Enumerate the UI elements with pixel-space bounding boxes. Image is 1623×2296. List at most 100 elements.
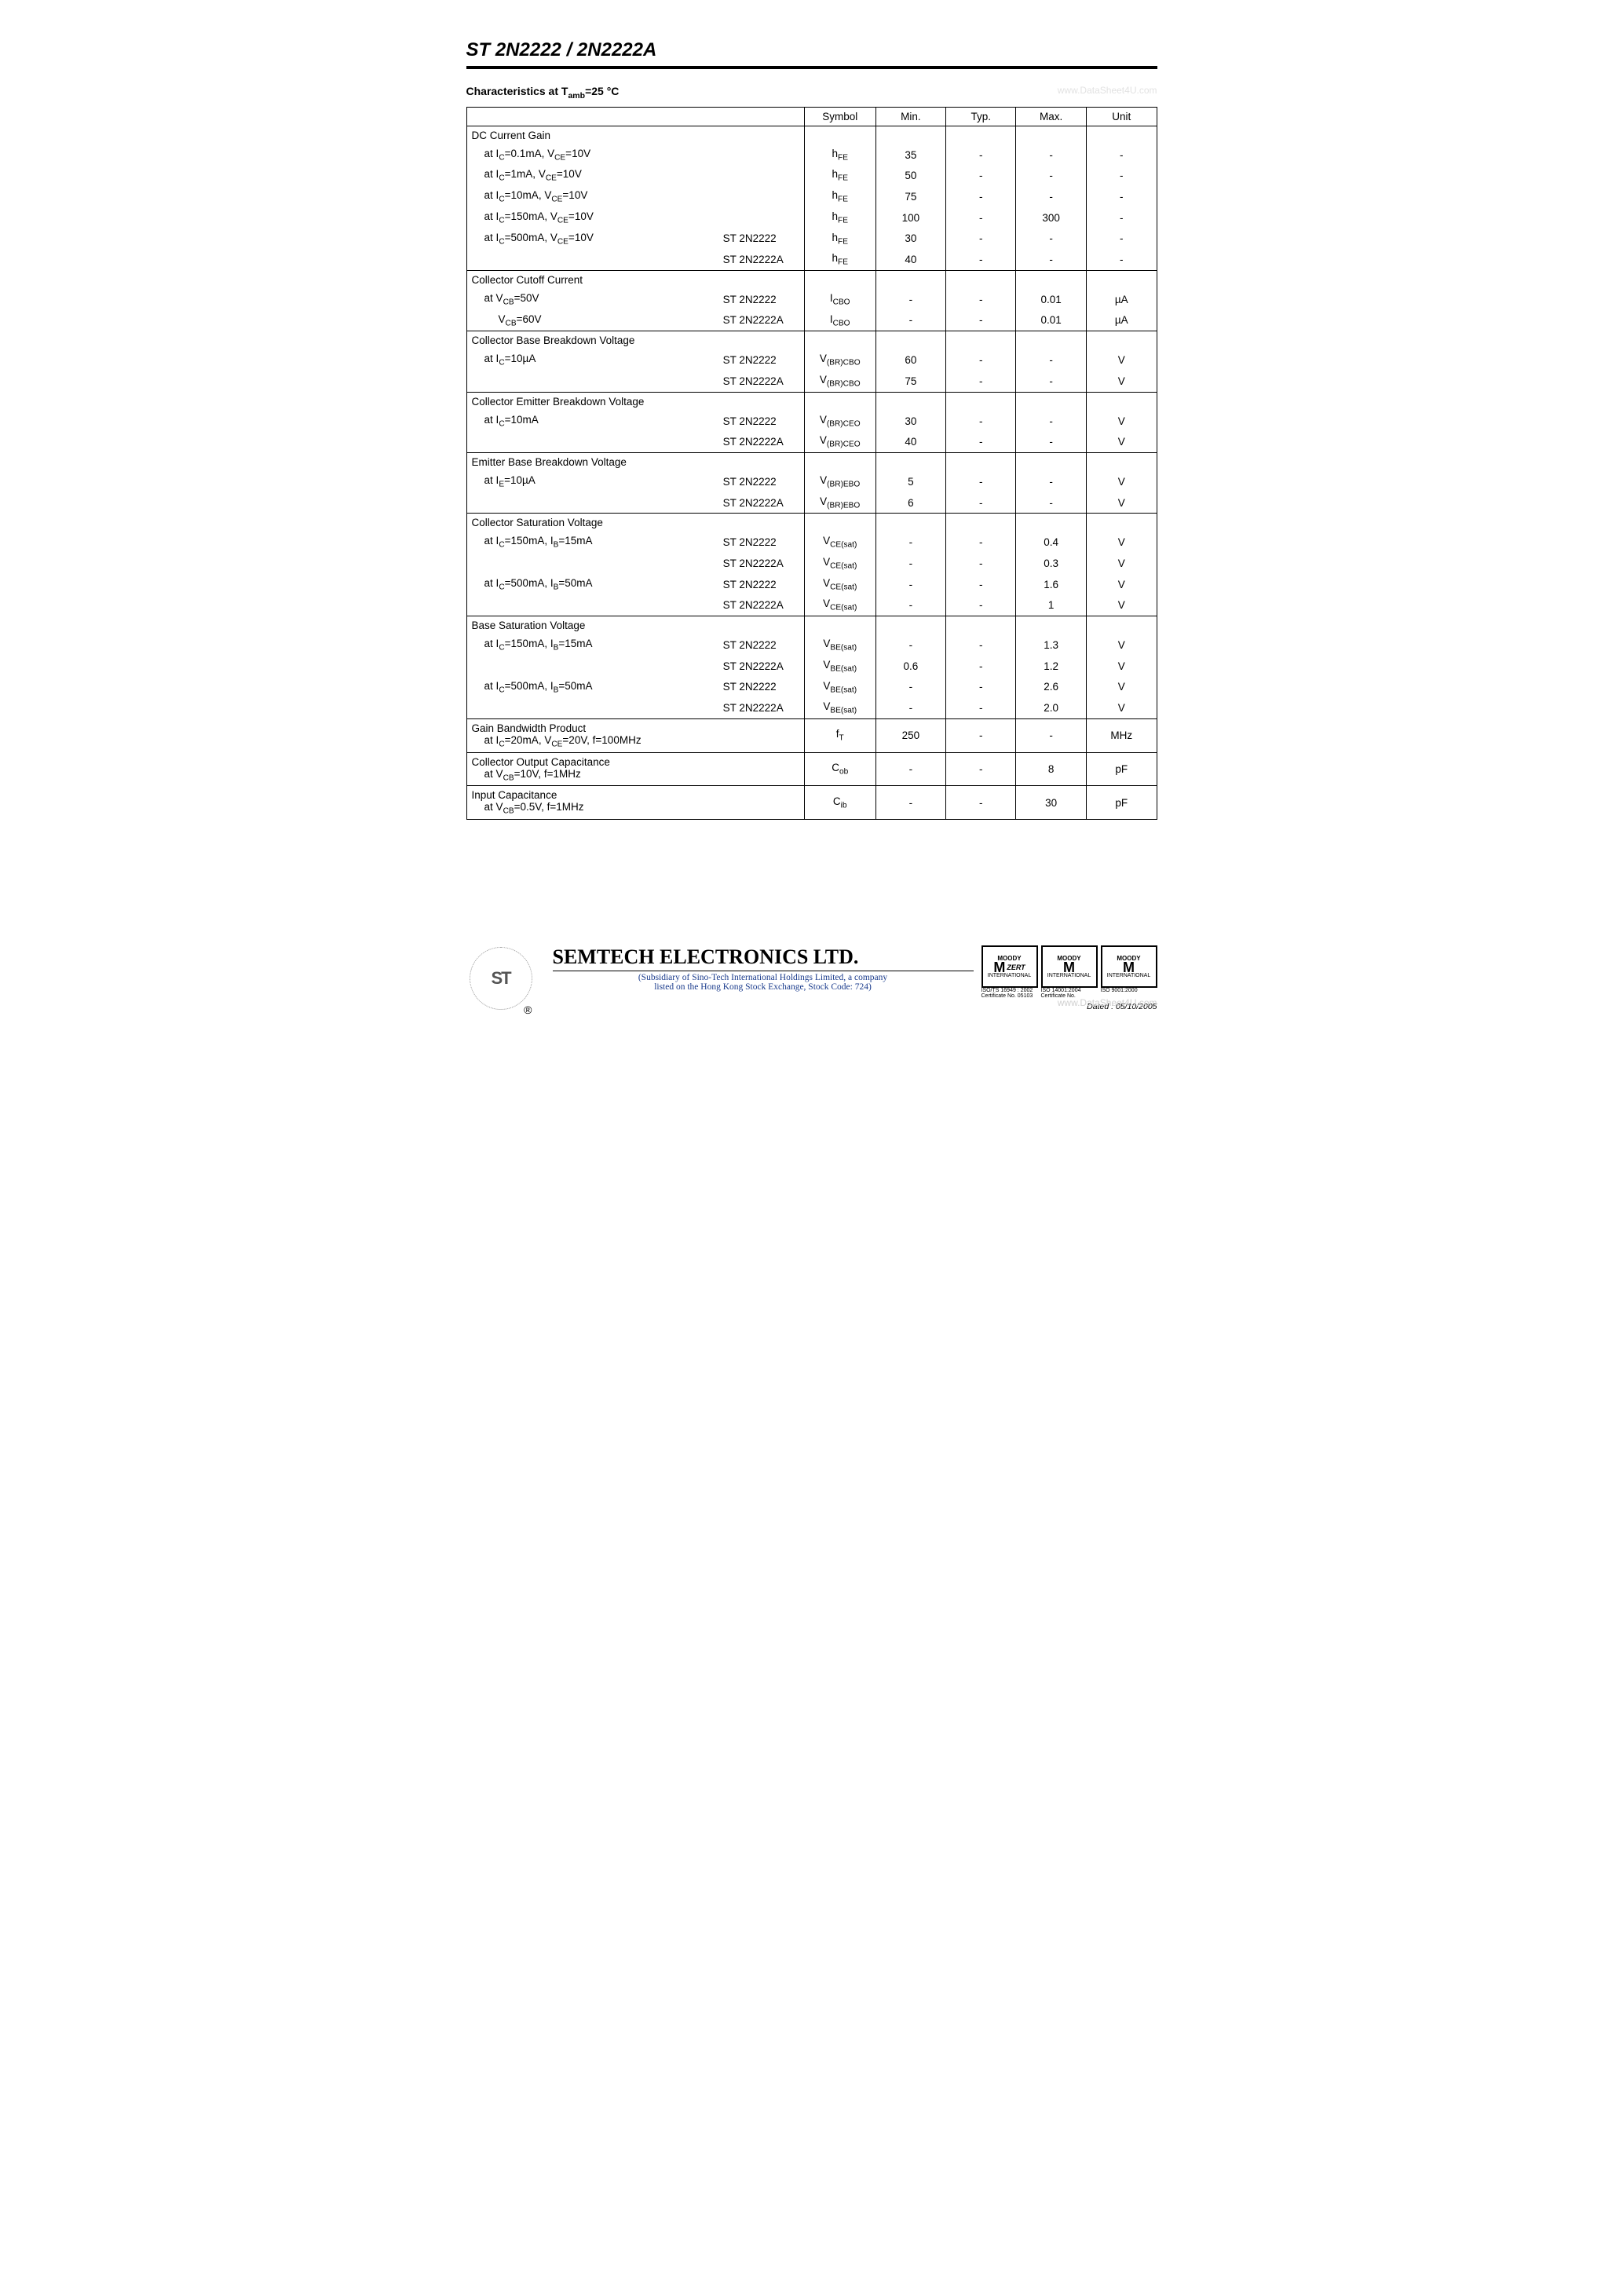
table-cell: - <box>946 752 1016 786</box>
table-cell: 0.4 <box>1016 532 1087 553</box>
table-row: at IC=10µAST 2N2222V(BR)CBO60--V <box>466 349 1157 371</box>
table-cell: - <box>946 786 1016 820</box>
table-row: VCB=60VST 2N2222AICBO--0.01µA <box>466 310 1157 331</box>
table-cell: - <box>875 594 945 616</box>
table-cell: hFE <box>804 144 875 166</box>
table-cell: - <box>1016 144 1087 166</box>
table-cell: V <box>1086 677 1157 698</box>
table-cell: - <box>1016 371 1087 392</box>
logo-text: ST <box>491 968 510 989</box>
table-cell: - <box>946 411 1016 432</box>
table-cell: V(BR)EBO <box>804 492 875 514</box>
company-subsidiary-1: (Subsidiary of Sino-Tech International H… <box>553 973 974 982</box>
table-cell: V(BR)CBO <box>804 371 875 392</box>
table-row: at IC=0.1mA, VCE=10VhFE35--- <box>466 144 1157 166</box>
table-cell: - <box>875 697 945 718</box>
table-cell: VBE(sat) <box>804 656 875 677</box>
table-cell: - <box>946 431 1016 452</box>
table-cell: - <box>875 786 945 820</box>
table-cell: V <box>1086 594 1157 616</box>
table-cell: V <box>1086 532 1157 553</box>
table-cell: 8 <box>1016 752 1087 786</box>
table-cell: 1 <box>1016 594 1087 616</box>
table-section-row: Collector Cutoff Current <box>466 270 1157 289</box>
table-cell: - <box>946 492 1016 514</box>
table-row: at IC=150mA, IB=15mAST 2N2222VBE(sat)--1… <box>466 634 1157 656</box>
table-cell: - <box>946 186 1016 207</box>
table-cell: 0.01 <box>1016 289 1087 310</box>
table-cell: - <box>1016 431 1087 452</box>
table-cell: V <box>1086 411 1157 432</box>
table-cell: - <box>946 349 1016 371</box>
table-cell: Cob <box>804 752 875 786</box>
table-cell: - <box>1086 186 1157 207</box>
column-header: Typ. <box>946 107 1016 126</box>
table-cell: - <box>875 289 945 310</box>
table-cell: - <box>1016 249 1087 270</box>
table-row: at IC=10mA, VCE=10VhFE75--- <box>466 186 1157 207</box>
table-cell: - <box>1086 165 1157 186</box>
company-subsidiary-2: listed on the Hong Kong Stock Exchange, … <box>553 982 974 992</box>
table-section-row: Collector Saturation Voltage <box>466 514 1157 532</box>
table-cell: 75 <box>875 371 945 392</box>
table-cell: V <box>1086 371 1157 392</box>
table-cell: - <box>946 371 1016 392</box>
table-cell: 0.6 <box>875 656 945 677</box>
table-cell: hFE <box>804 207 875 229</box>
table-cell: 75 <box>875 186 945 207</box>
table-row: at VCB=50VST 2N2222ICBO--0.01µA <box>466 289 1157 310</box>
table-cell: - <box>1086 207 1157 229</box>
table-cell: - <box>1016 186 1087 207</box>
table-cell: 6 <box>875 492 945 514</box>
table-cell: - <box>875 574 945 595</box>
table-cell: V <box>1086 349 1157 371</box>
footer-text-block: SEMTECH ELECTRONICS LTD. (Subsidiary of … <box>553 945 974 992</box>
table-cell: V <box>1086 697 1157 718</box>
cert-badge: MOODYMINTERNATIONALISO 9001:2000 <box>1101 945 1157 999</box>
table-cell: 60 <box>875 349 945 371</box>
table-cell: 30 <box>1016 786 1087 820</box>
table-cell: 2.0 <box>1016 697 1087 718</box>
table-cell: 100 <box>875 207 945 229</box>
table-cell: VCE(sat) <box>804 532 875 553</box>
table-section-row: Collector Emitter Breakdown Voltage <box>466 392 1157 411</box>
column-header: Symbol <box>804 107 875 126</box>
table-section-row: Base Saturation Voltage <box>466 616 1157 635</box>
table-cell: - <box>1086 229 1157 250</box>
table-row: at IC=150mA, IB=15mAST 2N2222VCE(sat)--0… <box>466 532 1157 553</box>
table-cell: - <box>946 289 1016 310</box>
table-cell: - <box>1016 718 1087 752</box>
table-cell: V <box>1086 553 1157 574</box>
table-section-row: DC Current Gain <box>466 126 1157 144</box>
page-title: ST 2N2222 / 2N2222A <box>466 39 1157 69</box>
logo-circle: ST <box>470 947 532 1010</box>
table-cell: µA <box>1086 289 1157 310</box>
table-row: Input Capacitanceat VCB=0.5V, f=1MHzCib-… <box>466 786 1157 820</box>
table-row: at IC=500mA, IB=50mAST 2N2222VBE(sat)--2… <box>466 677 1157 698</box>
table-cell: 35 <box>875 144 945 166</box>
table-cell: - <box>946 249 1016 270</box>
table-cell: - <box>946 656 1016 677</box>
table-cell: ICBO <box>804 310 875 331</box>
table-cell: - <box>946 229 1016 250</box>
table-cell: 5 <box>875 471 945 492</box>
table-cell: - <box>946 165 1016 186</box>
table-row: at IC=1mA, VCE=10VhFE50--- <box>466 165 1157 186</box>
table-cell: 1.2 <box>1016 656 1087 677</box>
table-cell: VCE(sat) <box>804 594 875 616</box>
table-cell: MHz <box>1086 718 1157 752</box>
table-cell: pF <box>1086 752 1157 786</box>
section-heading-tail: =25 °C <box>585 85 619 97</box>
table-cell: V <box>1086 492 1157 514</box>
table-cell: - <box>875 310 945 331</box>
table-cell: - <box>1086 249 1157 270</box>
table-header-row: SymbolMin.Typ.Max.Unit <box>466 107 1157 126</box>
table-cell: V(BR)CEO <box>804 411 875 432</box>
watermark-bottom: www.DataSheet4U.com <box>1058 997 1157 1008</box>
table-row: ST 2N2222AVBE(sat)0.6-1.2V <box>466 656 1157 677</box>
table-cell: - <box>875 553 945 574</box>
table-cell: 250 <box>875 718 945 752</box>
table-row: at IC=500mA, VCE=10VST 2N2222hFE30--- <box>466 229 1157 250</box>
table-row: at IE=10µAST 2N2222V(BR)EBO5--V <box>466 471 1157 492</box>
registered-icon: ® <box>524 1004 532 1016</box>
